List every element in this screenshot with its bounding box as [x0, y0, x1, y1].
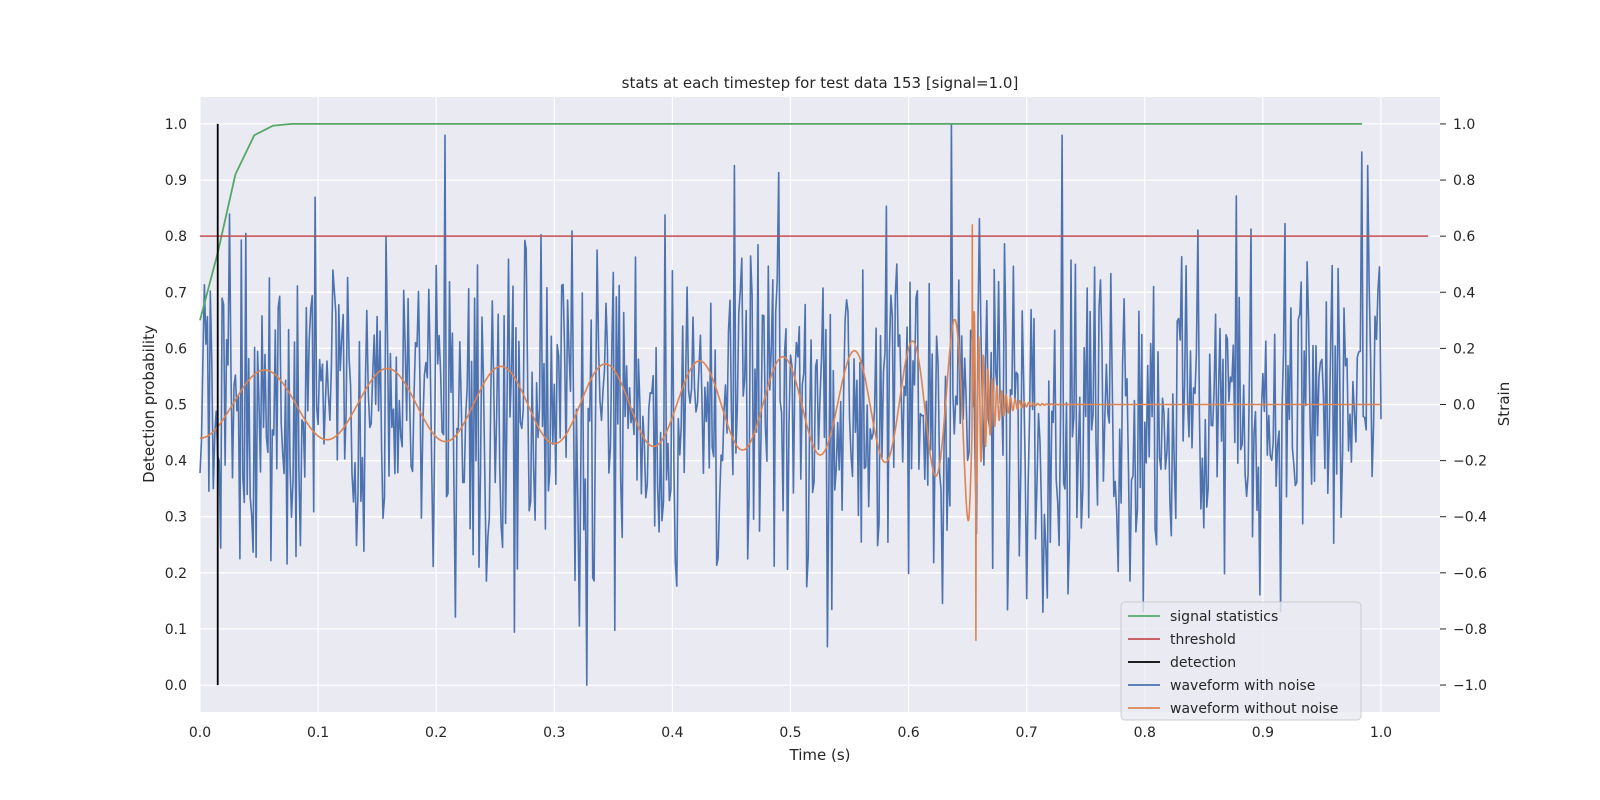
y-axis-left: 0.0 0.1 0.2 0.3 0.4 0.5 0.6 0.7 0.8 0.9 1.0: [165, 117, 187, 694]
y-tick-label: 0.5: [165, 398, 187, 414]
x-tick-label: 0.3: [543, 725, 565, 741]
x-tick-label: 0.0: [189, 725, 211, 741]
legend-item-noisy: waveform with noise: [1128, 678, 1315, 694]
x-axis: 0.0 0.1 0.2 0.3 0.4 0.5 0.6 0.7 0.8 0.9 1.0: [189, 725, 1392, 741]
y-right-tick-label: −0.2: [1453, 454, 1487, 470]
legend-label-signal: signal statistics: [1170, 609, 1278, 625]
y-tick-label: 0.7: [165, 285, 187, 301]
x-tick-label: 0.9: [1252, 725, 1274, 741]
y-right-tick-label: −0.6: [1453, 566, 1487, 582]
y-right-tick-label: 0.0: [1453, 398, 1475, 414]
y-axis-right-title: Strain: [1495, 382, 1513, 426]
legend: signal statistics threshold detection wa…: [1120, 601, 1362, 721]
y-right-tick-label: −0.4: [1453, 510, 1487, 526]
y-tick-label: 0.8: [165, 229, 187, 245]
series-signal-statistics: [199, 123, 1363, 321]
legend-label-clean: waveform without noise: [1170, 701, 1338, 717]
legend-item-signal: signal statistics: [1128, 609, 1278, 625]
legend-label-noisy: waveform with noise: [1170, 678, 1315, 694]
chart-title: stats at each timestep for test data 153…: [622, 74, 1019, 92]
x-tick-label: 0.4: [661, 725, 683, 741]
series-layer: [199, 123, 1429, 686]
y-right-tick-label: −0.8: [1453, 622, 1487, 638]
x-tick-label: 0.7: [1016, 725, 1038, 741]
y-tick-label: 0.6: [165, 341, 187, 357]
x-tick-label: 1.0: [1370, 725, 1392, 741]
y-right-tick-label: 0.2: [1453, 341, 1475, 357]
y-tick-label: 0.9: [165, 173, 187, 189]
legend-box: [1120, 601, 1362, 721]
y-right-tick-label: 0.6: [1453, 229, 1475, 245]
series-waveform-without-noise: [199, 224, 1382, 642]
x-tick-label: 0.5: [779, 725, 801, 741]
x-tick-label: 0.8: [1134, 725, 1156, 741]
y-right-tick-label: 0.8: [1453, 173, 1475, 189]
y-tick-label: 0.0: [165, 678, 187, 694]
y-right-tick-label: 1.0: [1453, 117, 1475, 133]
x-axis-title: Time (s): [789, 746, 851, 764]
y-axis-title: Detection probability: [140, 325, 158, 483]
y-right-tick-label: 0.4: [1453, 285, 1475, 301]
y-tick-label: 0.3: [165, 510, 187, 526]
x-tick-label: 0.1: [307, 725, 329, 741]
y-tick-label: 0.1: [165, 622, 187, 638]
y-tick-label: 0.4: [165, 454, 187, 470]
legend-item-threshold: threshold: [1128, 632, 1236, 648]
y-right-tick-label: −1.0: [1453, 678, 1487, 694]
legend-label-detection: detection: [1170, 655, 1236, 671]
legend-item-detection: detection: [1128, 655, 1236, 671]
x-tick-label: 0.2: [425, 725, 447, 741]
legend-item-clean: waveform without noise: [1128, 701, 1338, 717]
legend-label-threshold: threshold: [1170, 632, 1236, 648]
y-tick-label: 0.2: [165, 566, 187, 582]
x-tick-label: 0.6: [897, 725, 919, 741]
y-tick-label: 1.0: [165, 117, 187, 133]
y-axis-right: −1.0 −0.8 −0.6 −0.4 −0.2 0.0 0.2 0.4 0.6 0.8 1.0: [1440, 117, 1487, 694]
series-waveform-with-noise: [199, 123, 1382, 686]
